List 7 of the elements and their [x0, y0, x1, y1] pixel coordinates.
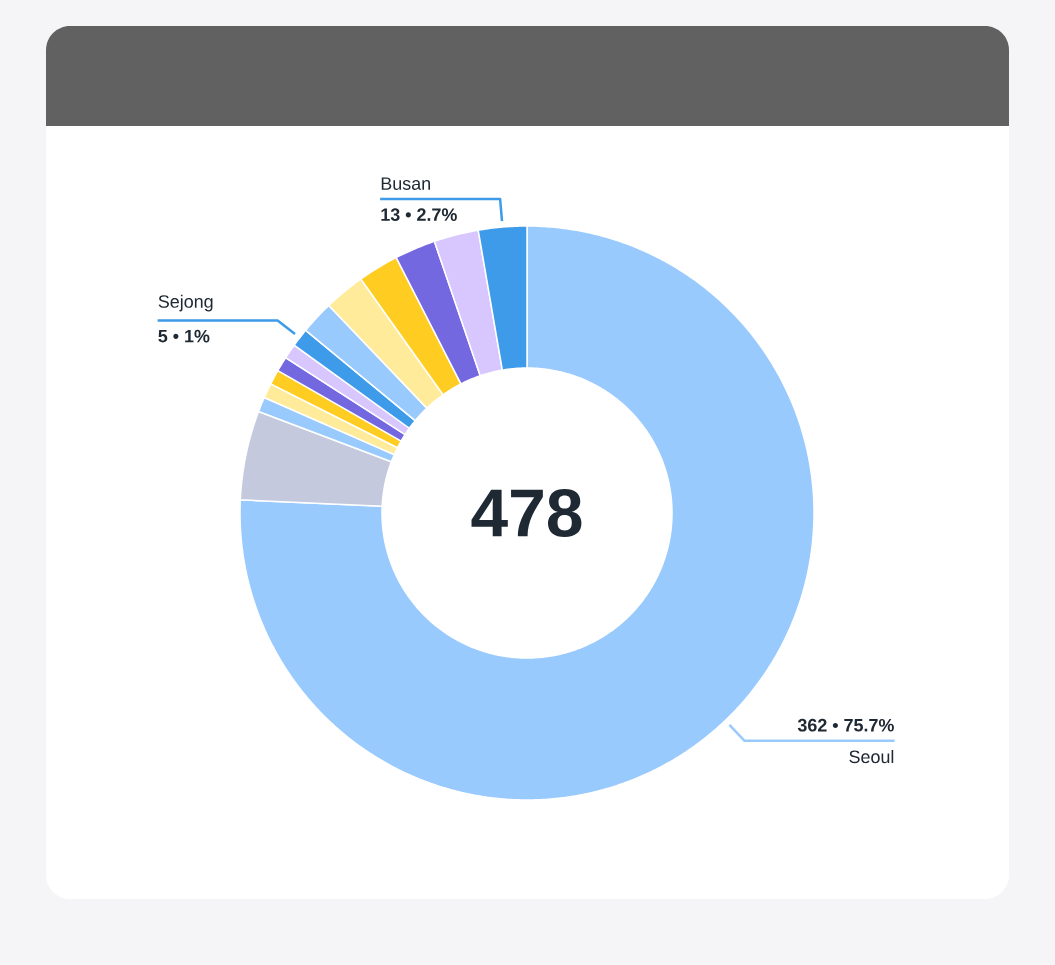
slice-label: Seoul [849, 749, 894, 764]
data-label: 5 • 1% [158, 329, 210, 343]
data-label: 13 • 2.7% [381, 208, 457, 222]
data-label: 362 • 75.7% [797, 718, 894, 732]
slice-label: Sejong [158, 294, 213, 312]
text: 478 [471, 489, 582, 537]
slice-label: Busan [381, 177, 430, 190]
